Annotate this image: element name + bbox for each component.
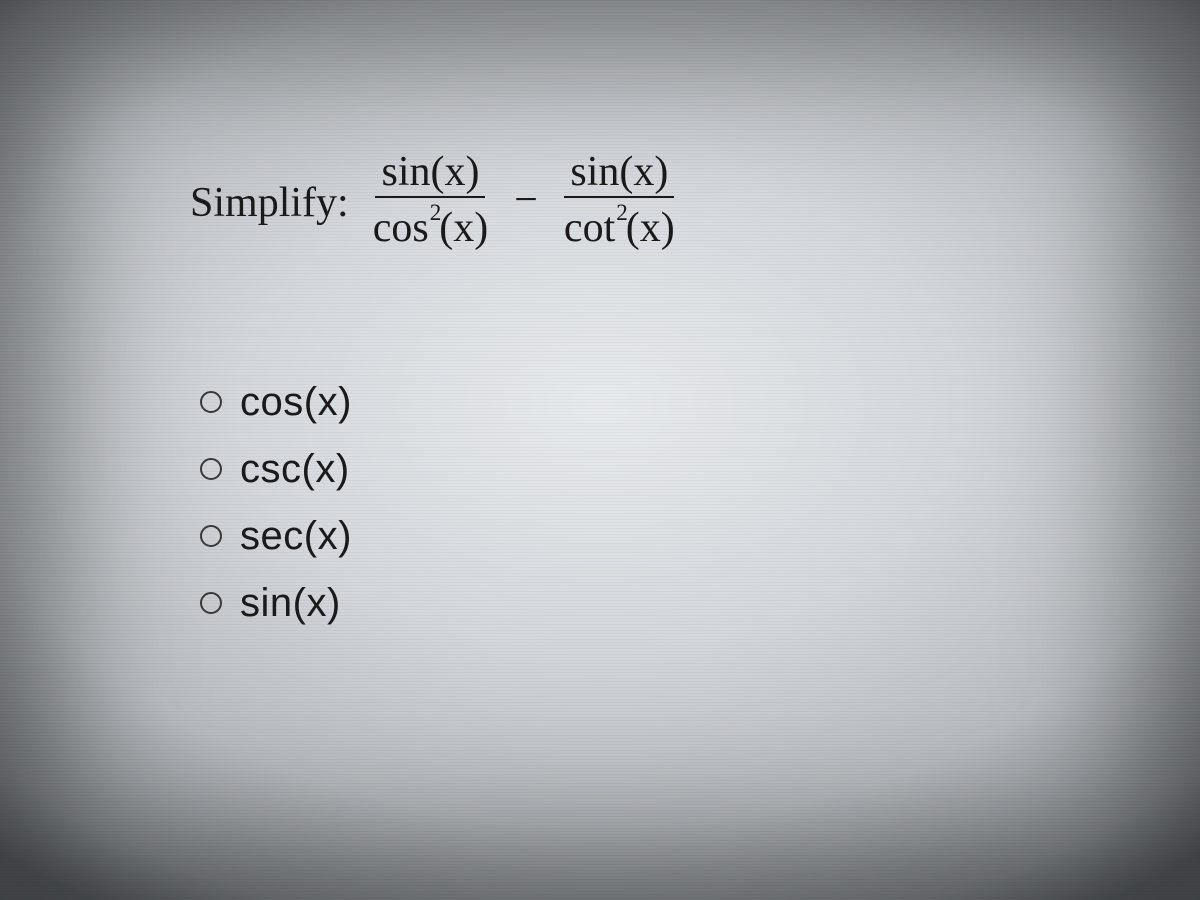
radio-icon[interactable] — [200, 592, 222, 614]
option-b-label: csc(x) — [240, 447, 350, 492]
option-a[interactable]: cos(x) — [200, 380, 1010, 425]
option-d-label: sin(x) — [240, 581, 341, 626]
fraction-1-numerator: sin(x) — [375, 150, 485, 198]
quiz-content: Simplify: sin(x) cos2(x) − sin(x) cot2(x… — [190, 150, 1010, 626]
radio-icon[interactable] — [200, 391, 222, 413]
question-prompt: Simplify: — [190, 173, 349, 227]
radio-icon[interactable] — [200, 525, 222, 547]
option-c[interactable]: sec(x) — [200, 514, 1010, 559]
option-a-label: cos(x) — [240, 380, 352, 425]
fraction-2-denominator: cot2(x) — [558, 198, 681, 250]
operator-minus: − — [512, 176, 540, 224]
fraction-2-den-base: cot — [564, 205, 615, 251]
fraction-2-numerator: sin(x) — [564, 150, 674, 198]
answer-options: cos(x) csc(x) sec(x) sin(x) — [200, 380, 1010, 626]
option-c-label: sec(x) — [240, 514, 352, 559]
option-d[interactable]: sin(x) — [200, 581, 1010, 626]
radio-icon[interactable] — [200, 458, 222, 480]
option-b[interactable]: csc(x) — [200, 447, 1010, 492]
fraction-2: sin(x) cot2(x) — [558, 150, 681, 250]
fraction-1-denominator: cos2(x) — [367, 198, 495, 250]
fraction-1-den-arg: (x) — [439, 205, 488, 251]
question: Simplify: sin(x) cos2(x) − sin(x) cot2(x… — [190, 150, 1010, 250]
fraction-1-den-base: cos — [373, 205, 429, 251]
fraction-1: sin(x) cos2(x) — [367, 150, 495, 250]
fraction-2-den-arg: (x) — [626, 205, 675, 251]
